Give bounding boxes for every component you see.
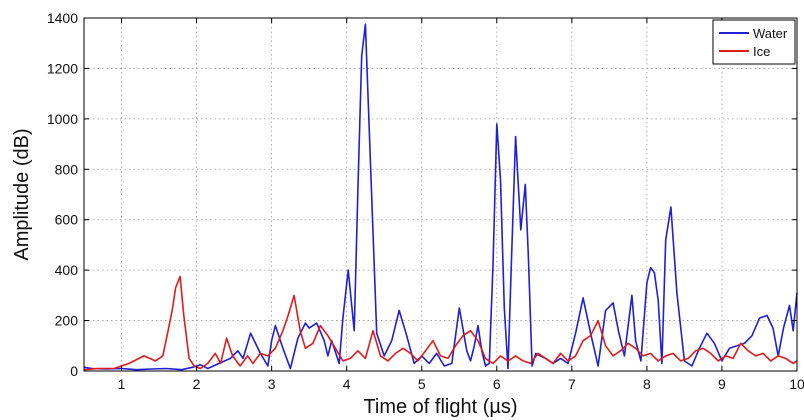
x-tick-label: 10: [789, 376, 804, 392]
x-tick-label: 9: [718, 376, 726, 392]
series-line-ice: [83, 275, 798, 371]
series-layer: [83, 23, 798, 371]
x-tick-label: 5: [418, 376, 426, 392]
y-tick-label: 400: [55, 262, 79, 278]
y-tick-label: 200: [55, 313, 79, 329]
legend-label-water: Water: [753, 26, 788, 41]
series-line-water: [83, 23, 798, 371]
axis-ticks: 1 2 3 4 5 6 7 8 9 10 0 200 400 600 800 1000 1200 1400: [47, 10, 804, 392]
x-tick-label: 7: [568, 376, 576, 392]
x-tick-label: 3: [268, 376, 276, 392]
y-tick-label: 0: [70, 363, 78, 379]
y-tick-label: 1000: [47, 111, 78, 127]
plot-area-frame: [83, 17, 798, 372]
y-tick-label: 1400: [47, 10, 78, 26]
x-tick-label: 1: [118, 376, 126, 392]
y-tick-label: 800: [55, 161, 79, 177]
legend-box: [712, 19, 796, 65]
y-tick-label: 1200: [47, 60, 78, 76]
y-axis-label: Amplitude (dB): [11, 128, 33, 260]
y-tick-label: 600: [55, 212, 79, 228]
x-tick-label: 4: [343, 376, 351, 392]
x-tick-label: 8: [643, 376, 651, 392]
x-tick-label: 2: [193, 376, 201, 392]
grid-lines: [84, 18, 797, 371]
legend: Water Ice: [712, 19, 796, 65]
x-tick-label: 6: [493, 376, 501, 392]
x-axis-label: Time of flight (µs): [363, 396, 517, 418]
legend-label-ice: Ice: [753, 44, 770, 59]
